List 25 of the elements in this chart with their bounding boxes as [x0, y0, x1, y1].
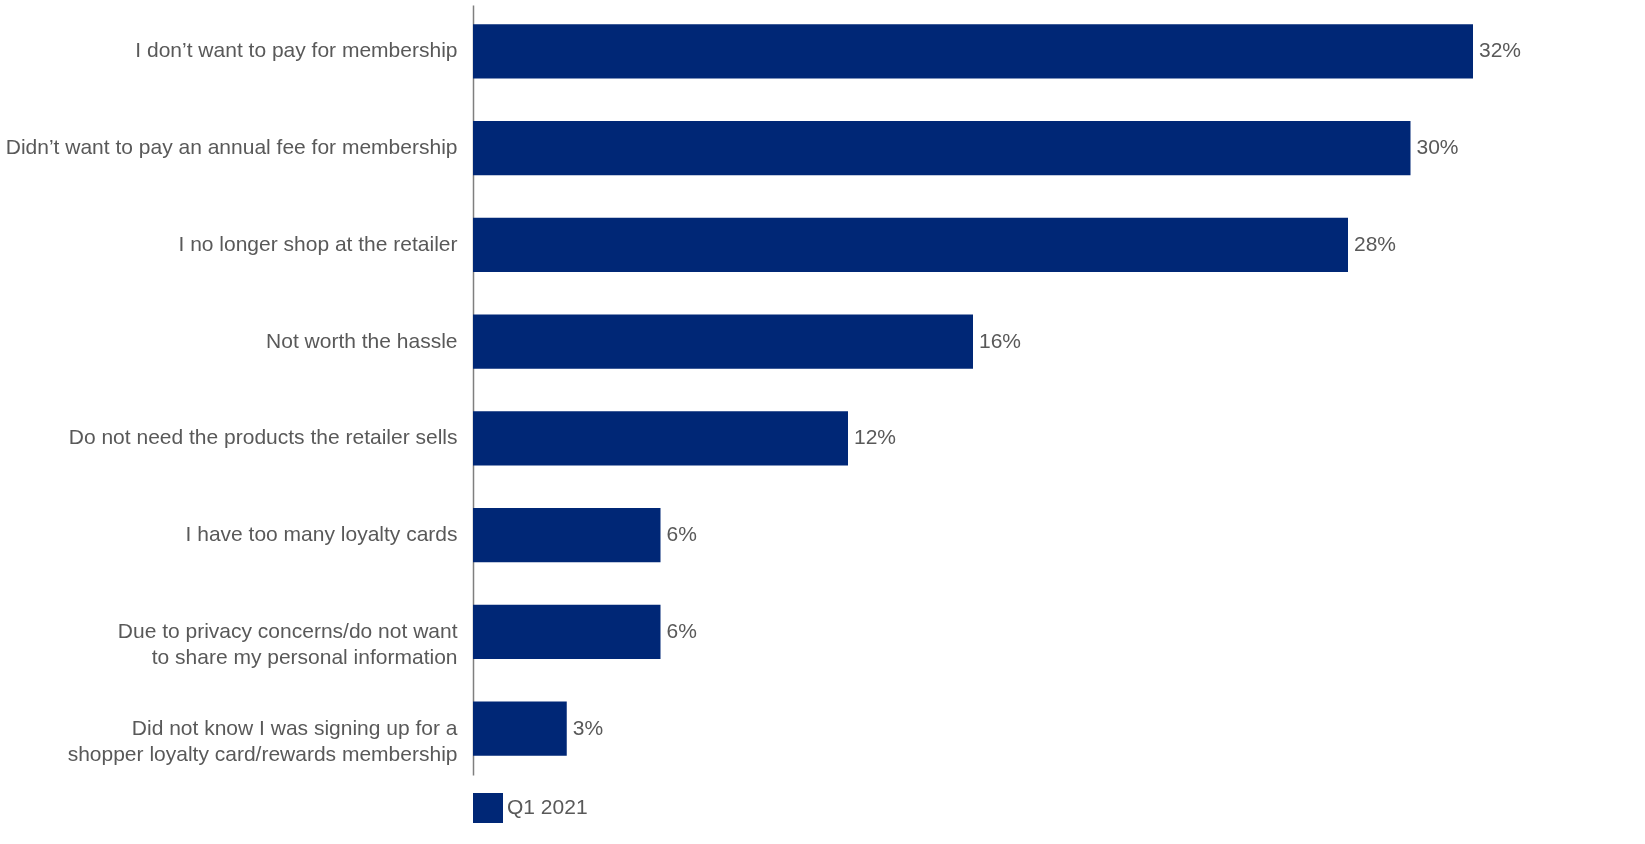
data-label: 30% [1416, 135, 1459, 159]
y-tick-label: I no longer shop at the retailer [178, 231, 458, 255]
data-label: 6% [666, 618, 697, 642]
legend-label: Q1 2021 [507, 795, 588, 818]
bar [473, 121, 1411, 176]
y-tick-label: I have too many loyalty cards [185, 522, 458, 546]
y-tick-label: I don’t want to pay for membership [135, 38, 458, 62]
y-tick-label: Due to privacy concerns/do not want to share my personal information [117, 618, 458, 668]
y-tick-label: Did not know I was signing up for a shopper loyalty card/rewards membership [67, 715, 458, 765]
y-tick-label: Do not need the products the retailer sells [68, 425, 458, 449]
data-label: 3% [572, 715, 604, 739]
bar [473, 314, 973, 369]
data-label: 28% [1354, 231, 1397, 255]
data-label: 16% [979, 328, 1022, 352]
bar [473, 508, 661, 563]
bar [473, 217, 1348, 272]
bar [473, 604, 661, 659]
data-label: 12% [854, 425, 897, 449]
bar [473, 24, 1473, 79]
y-tick-label: Not worth the hassle [266, 328, 458, 352]
data-label: 6% [666, 522, 697, 546]
data-label: 32% [1479, 38, 1522, 62]
bar [473, 411, 848, 466]
y-tick-label: Didn’t want to pay an annual fee for membership [5, 135, 458, 159]
bar [473, 701, 567, 756]
